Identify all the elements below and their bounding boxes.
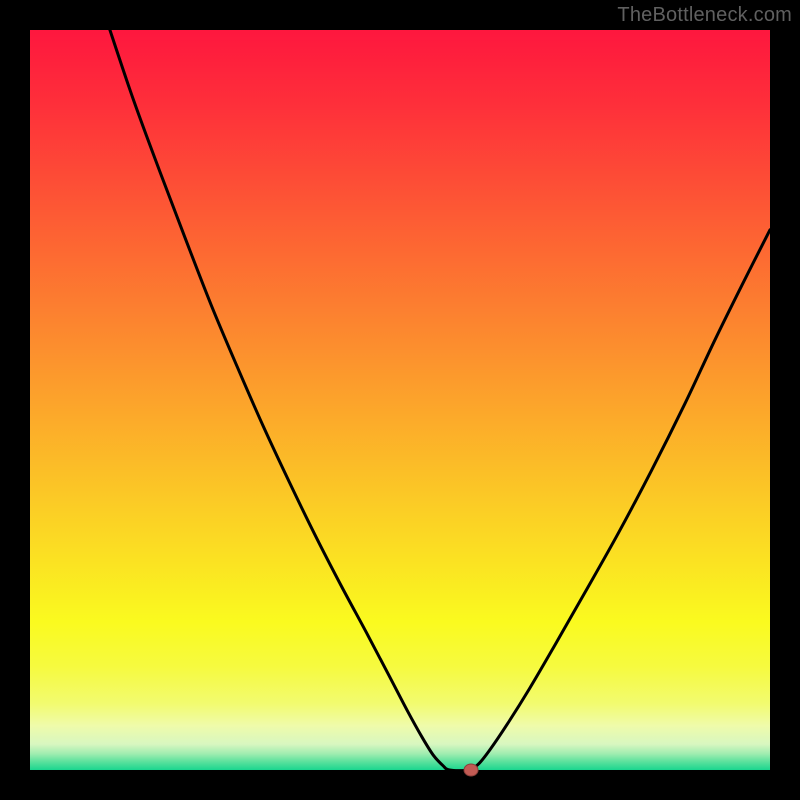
optimum-marker <box>464 764 478 776</box>
plot-background <box>30 30 770 770</box>
bottleneck-chart <box>0 0 800 800</box>
chart-root: TheBottleneck.com <box>0 0 800 800</box>
